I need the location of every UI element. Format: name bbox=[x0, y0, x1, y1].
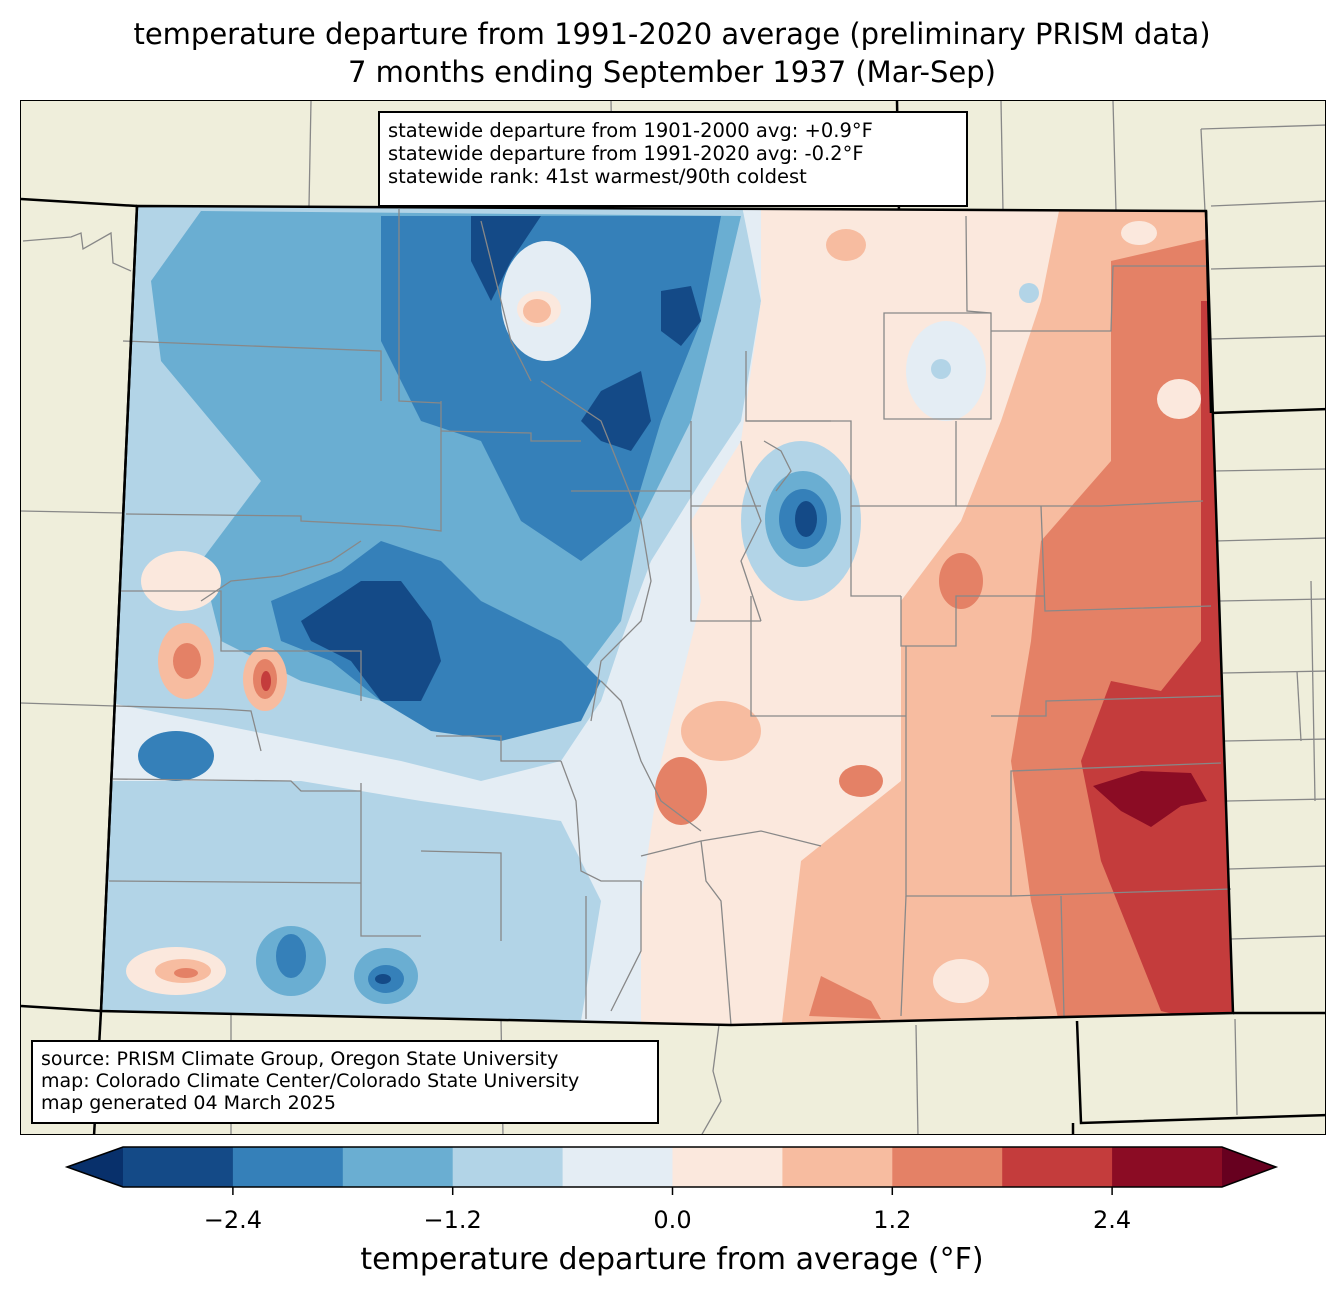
contour-c-mtn-2 bbox=[301, 581, 441, 701]
state-border-ne-east bbox=[1204, 210, 1213, 414]
colorbar-segment bbox=[782, 1147, 893, 1187]
source-box: source: PRISM Climate Group, Oregon Stat… bbox=[31, 1040, 659, 1124]
colorbar-tick-label: 0.0 bbox=[653, 1206, 692, 1234]
stats-departure-1991-2020: statewide departure from 1991-2020 avg: … bbox=[388, 142, 864, 165]
contour-s-cool-core bbox=[375, 974, 391, 984]
contour-w-warm2-core bbox=[261, 671, 271, 691]
map-credit: map: Colorado Climate Center/Colorado St… bbox=[41, 1070, 580, 1092]
colorbar-segment bbox=[232, 1147, 344, 1187]
colorbar bbox=[64, 1146, 1279, 1195]
colorbar-segment bbox=[342, 1147, 454, 1187]
colorbar-segment bbox=[1112, 1147, 1223, 1187]
contour-n-mtn-5 bbox=[661, 286, 701, 346]
colorbar-extend-high bbox=[1222, 1147, 1276, 1187]
colorbar-segment bbox=[562, 1147, 673, 1187]
statewide-stats-box: statewide departure from 1901-2000 avg: … bbox=[378, 111, 968, 207]
state-border-tx-ok bbox=[1075, 1020, 1325, 1125]
map-canvas bbox=[21, 101, 1325, 1134]
state-border-ut-az-nm bbox=[21, 1004, 102, 1013]
state-border-ne-ks bbox=[1210, 407, 1325, 415]
source-credit: source: PRISM Climate Group, Oregon Stat… bbox=[41, 1048, 559, 1070]
contour-sw-cool-core bbox=[276, 934, 306, 978]
colorbar-segment bbox=[123, 1147, 234, 1187]
contour-ne-cool2 bbox=[1019, 283, 1039, 303]
colorbar-outline bbox=[64, 1146, 1279, 1188]
colorbar-label: temperature departure from average (°F) bbox=[360, 1242, 984, 1277]
contour-ne-mild bbox=[1121, 221, 1157, 245]
contour-denver-4 bbox=[795, 501, 817, 537]
contour-w-mild bbox=[141, 551, 221, 611]
contour-e-mild bbox=[1157, 379, 1201, 419]
stats-departure-1901-2000: statewide departure from 1901-2000 avg: … bbox=[388, 119, 873, 142]
map-subtitle: 7 months ending September 1937 (Mar-Sep) bbox=[348, 55, 996, 89]
colorbar-tick-label: −1.2 bbox=[423, 1206, 482, 1234]
colorbar-segment bbox=[1002, 1147, 1113, 1187]
contour-ne-cool-core bbox=[931, 359, 951, 379]
contour-sw-lightblue bbox=[101, 781, 601, 1021]
neighbor-county-lines bbox=[21, 101, 1325, 1134]
contour-n-mtn-2 bbox=[381, 216, 721, 561]
colorbar-segment bbox=[892, 1147, 1003, 1187]
contour-n-warm-core bbox=[523, 299, 551, 323]
state-border-ut-west bbox=[99, 205, 139, 1012]
contour-se-warm-spot bbox=[839, 765, 883, 797]
contour-w-warm-core bbox=[173, 643, 201, 679]
temperature-field bbox=[101, 206, 1233, 1025]
colorbar-tick-label: 2.4 bbox=[1093, 1206, 1132, 1234]
contour-ne-warm bbox=[826, 229, 866, 261]
map-panel bbox=[20, 100, 1326, 1135]
contour-east-warm5 bbox=[1093, 771, 1207, 827]
contour-wsw-cool bbox=[138, 731, 214, 781]
colorbar-tick-label: 1.2 bbox=[873, 1206, 912, 1234]
colorbar-segment bbox=[672, 1147, 783, 1187]
contour-n-mtn-3 bbox=[471, 216, 541, 301]
map-generated-date: map generated 04 March 2025 bbox=[41, 1092, 336, 1114]
stats-rank: statewide rank: 41st warmest/90th coldes… bbox=[388, 165, 807, 188]
contour-sw-warm-core bbox=[174, 968, 198, 978]
contour-se-mild bbox=[933, 959, 989, 1003]
contour-n-mtn-4 bbox=[581, 371, 651, 451]
state-border-wy-ut bbox=[21, 197, 138, 208]
contour-s-warm-area bbox=[681, 701, 761, 761]
map-title: temperature departure from 1991-2020 ave… bbox=[133, 17, 1211, 51]
colorbar-segment bbox=[452, 1147, 564, 1187]
contour-s-warm-spot bbox=[655, 757, 707, 825]
colorbar-tick-label: −2.4 bbox=[203, 1206, 263, 1234]
colorbar-extend-low bbox=[67, 1147, 123, 1187]
contour-east-warm4 bbox=[1081, 301, 1233, 1025]
county-lines bbox=[108, 209, 1232, 1026]
contour-e-warm-spot bbox=[939, 553, 983, 609]
contour-sc-warm bbox=[809, 976, 881, 1019]
